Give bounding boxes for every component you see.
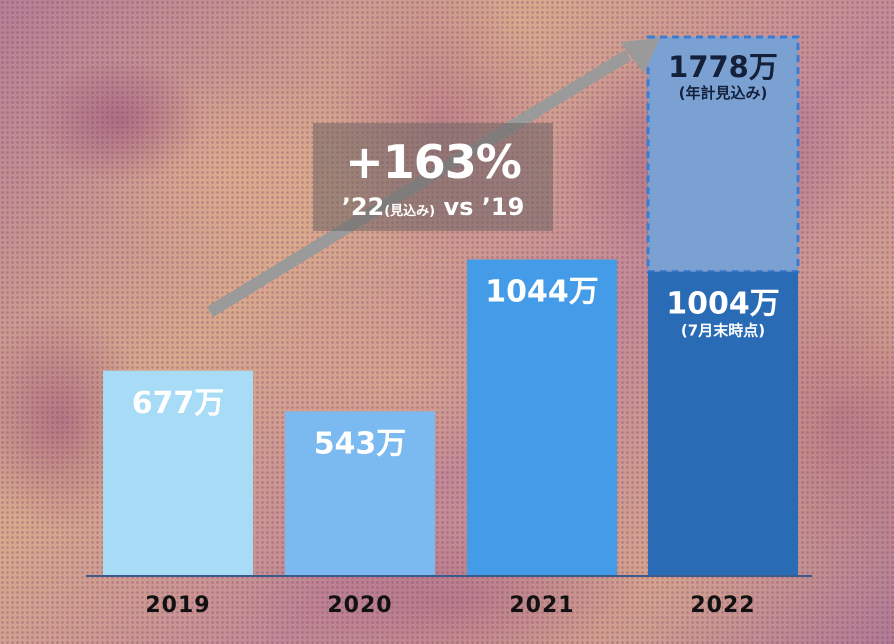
x-tick-2019: 2019 — [145, 593, 210, 618]
comparison-note: (見込み) — [384, 204, 436, 219]
growth-callout: +163% ’22(見込み) vs ’19 — [313, 123, 553, 231]
bar-2022 — [648, 271, 798, 576]
growth-comparison: ’22(見込み) vs ’19 — [313, 193, 553, 221]
data-sublabel-2022: (7月末時点) — [681, 322, 765, 340]
data-label-2020: 543万 — [314, 426, 407, 461]
data-label-2019: 677万 — [132, 386, 225, 421]
bar-2020 — [285, 411, 435, 576]
x-tick-2021: 2021 — [509, 593, 574, 618]
bar-2019 — [103, 370, 253, 576]
x-tick-2022: 2022 — [690, 593, 755, 618]
comparison-year-2019: vs ’19 — [435, 193, 525, 221]
comparison-year-2022: ’22 — [341, 193, 385, 221]
data-label-2021: 1044万 — [485, 275, 599, 310]
projection-sublabel-2022: (年計見込み) — [679, 84, 768, 102]
projection-label-2022: 1778万 — [668, 50, 778, 84]
bar-2021 — [467, 259, 617, 576]
growth-percent: +163% — [345, 135, 522, 189]
data-label-2022: 1004万 — [666, 287, 780, 322]
growth-arrow-head — [620, 38, 660, 74]
x-tick-2020: 2020 — [327, 593, 392, 618]
labels-layer: 677万 543万 1044万 1004万(7月末時点) 1778万(年計見込み) 201… — [132, 50, 780, 618]
bars-layer — [103, 35, 800, 576]
